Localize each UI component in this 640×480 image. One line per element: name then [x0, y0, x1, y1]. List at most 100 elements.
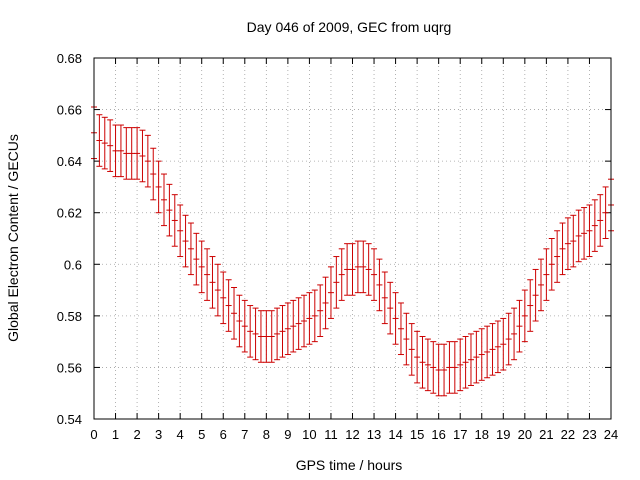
- y-tick-label: 0.58: [57, 309, 82, 324]
- y-tick-label: 0.64: [57, 154, 82, 169]
- x-tick-label: 6: [220, 427, 227, 442]
- data-point: [204, 248, 211, 301]
- x-tick-label: 17: [453, 427, 467, 442]
- data-point: [301, 294, 308, 348]
- data-point: [419, 335, 426, 389]
- data-point: [537, 258, 544, 312]
- x-tick-label: 16: [431, 427, 445, 442]
- x-axis-label: GPS time / hours: [296, 457, 403, 473]
- data-point: [602, 186, 609, 239]
- data-point: [473, 330, 480, 384]
- data-point: [101, 116, 108, 170]
- data-point: [209, 256, 216, 309]
- data-point: [295, 297, 302, 350]
- data-point: [317, 284, 324, 337]
- data-point: [543, 248, 550, 301]
- data-point: [241, 299, 248, 353]
- data-point: [225, 279, 232, 332]
- x-tick-label: 19: [496, 427, 510, 442]
- data-point: [322, 276, 329, 330]
- data-point: [134, 127, 141, 180]
- data-point: [177, 204, 184, 258]
- x-tick-label: 4: [177, 427, 184, 442]
- x-tick-label: 22: [561, 427, 575, 442]
- data-point: [441, 343, 448, 397]
- x-tick-label: 8: [263, 427, 270, 442]
- data-point: [268, 310, 275, 363]
- x-tick-label: 20: [518, 427, 532, 442]
- y-axis-label: Global Electron Content / GECUs: [5, 134, 21, 342]
- data-point: [564, 217, 571, 270]
- data-point: [182, 214, 189, 268]
- data-point: [327, 266, 334, 319]
- data-point: [139, 129, 146, 183]
- data-point: [586, 204, 593, 258]
- data-point: [284, 302, 291, 356]
- data-point: [424, 338, 431, 392]
- data-point: [257, 310, 264, 363]
- data-point: [123, 127, 130, 180]
- data-point: [360, 240, 367, 294]
- data-point: [354, 240, 361, 294]
- y-tick-label: 0.66: [57, 103, 82, 118]
- x-tick-label: 7: [241, 427, 248, 442]
- data-point: [446, 341, 453, 394]
- x-tick-label: 21: [539, 427, 553, 442]
- data-point: [236, 294, 243, 348]
- data-point: [220, 271, 227, 325]
- data-point: [117, 124, 124, 178]
- y-tick-label: 0.56: [57, 360, 82, 375]
- data-point: [274, 307, 281, 361]
- data-point: [597, 194, 604, 247]
- data-point: [279, 305, 286, 358]
- data-point: [306, 292, 313, 345]
- y-tick-label: 0.62: [57, 206, 82, 221]
- x-tick-label: 3: [155, 427, 162, 442]
- data-point: [193, 232, 200, 286]
- x-tick-label: 9: [284, 427, 291, 442]
- grid: [94, 58, 611, 419]
- x-tick-label: 10: [302, 427, 316, 442]
- data-point: [414, 330, 421, 384]
- data-point: [198, 240, 205, 294]
- tick-labels: 0 1 2 3 4 5 6 7 8 9 10 11 12 13 14 15 16 17 18 19 20 21 22 23 24…: [57, 51, 619, 442]
- data-point: [489, 323, 496, 376]
- error-bars: [91, 106, 614, 397]
- data-point: [107, 119, 114, 172]
- data-point: [430, 341, 437, 394]
- data-point: [516, 299, 523, 353]
- data-point: [500, 317, 507, 371]
- x-tick-label: 24: [604, 427, 618, 442]
- data-point: [344, 243, 351, 296]
- x-tick-label: 11: [324, 427, 338, 442]
- data-point: [408, 323, 415, 376]
- x-tick-label: 15: [410, 427, 424, 442]
- data-point: [403, 312, 410, 366]
- data-point: [112, 124, 119, 178]
- data-point: [290, 299, 297, 353]
- x-tick-label: 2: [133, 427, 140, 442]
- x-tick-label: 13: [367, 427, 381, 442]
- data-point: [397, 302, 404, 356]
- y-tick-label: 0.68: [57, 51, 82, 66]
- data-point: [457, 338, 464, 392]
- data-point: [451, 341, 458, 394]
- data-point: [570, 214, 577, 268]
- data-point: [187, 222, 194, 276]
- data-point: [338, 248, 345, 301]
- data-point: [381, 271, 388, 325]
- data-point: [150, 147, 157, 201]
- y-tick-label: 0.54: [57, 412, 82, 427]
- data-point: [467, 333, 474, 386]
- y-tick-label: 0.6: [64, 257, 82, 272]
- x-tick-label: 1: [112, 427, 119, 442]
- data-point: [521, 289, 528, 343]
- data-point: [96, 114, 103, 167]
- data-point: [349, 243, 356, 296]
- data-point: [333, 256, 340, 309]
- data-point: [462, 335, 469, 389]
- data-point: [214, 263, 221, 317]
- data-point: [511, 307, 518, 361]
- data-point: [478, 328, 485, 381]
- data-point: [435, 343, 442, 397]
